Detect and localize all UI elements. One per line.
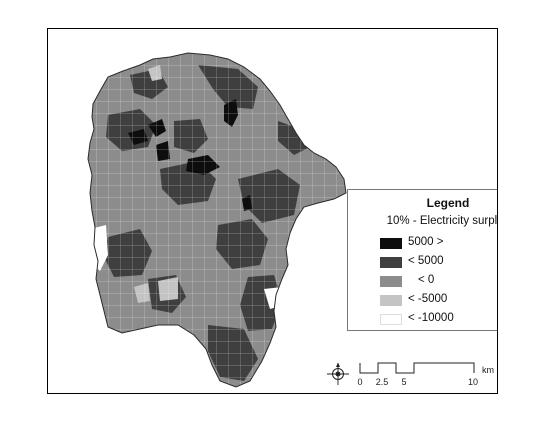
scale-unit-label: km [482,365,494,375]
scale-tick-label: 10 [467,377,479,387]
scale-tick-label: 5 [401,377,407,387]
legend-swatch [380,257,402,268]
map-legend: Legend 10% - Electricity surplus 5000 > … [347,189,498,331]
choropleth-map [87,52,347,388]
legend-swatch [380,238,402,249]
legend-swatch [380,314,402,325]
scale-bar: 0 2.5 5 10 km [316,355,496,391]
legend-label: 5000 > [408,236,444,248]
legend-label: < -5000 [408,293,448,305]
scale-tick-label: 0 [357,377,363,387]
scale-tick-label: 2.5 [375,377,389,387]
legend-title: Legend [426,196,470,210]
scale-bar-graphic [359,362,475,374]
legend-swatch [380,276,402,287]
legend-subtitle: 10% - Electricity surplus [386,215,498,227]
legend-label: < 5000 [408,255,444,267]
north-arrow-icon [327,362,349,385]
legend-label: < -10000 [408,312,454,324]
map-frame: Legend 10% - Electricity surplus 5000 > … [47,28,498,394]
legend-label: < 0 [418,274,435,286]
legend-swatch [380,295,402,306]
